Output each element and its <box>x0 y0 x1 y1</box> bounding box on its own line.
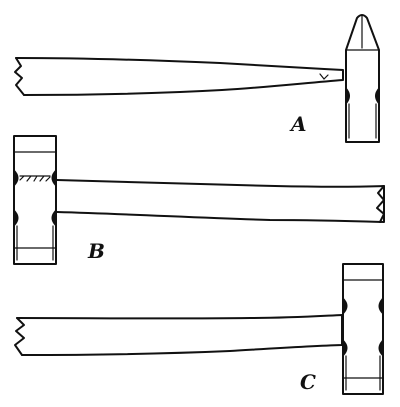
hammer-b-label: B <box>87 239 105 263</box>
hammer-a-label: A <box>289 112 307 136</box>
hammer-b: B <box>13 135 385 265</box>
hammer-a-head <box>345 14 380 143</box>
hammer-a-broken-end <box>14 57 25 96</box>
hammer-c-head <box>342 263 384 395</box>
hammer-a-handle <box>15 57 344 96</box>
hammer-c-label: C <box>300 370 316 394</box>
hammer-c: C <box>14 263 384 395</box>
hammer-a: A <box>14 14 380 143</box>
hammer-c-broken-end <box>14 317 25 356</box>
hammer-b-head <box>13 135 57 265</box>
hammer-b-handle <box>56 179 385 223</box>
hammer-b-broken-end <box>376 185 385 223</box>
hammer-c-handle <box>16 314 343 356</box>
